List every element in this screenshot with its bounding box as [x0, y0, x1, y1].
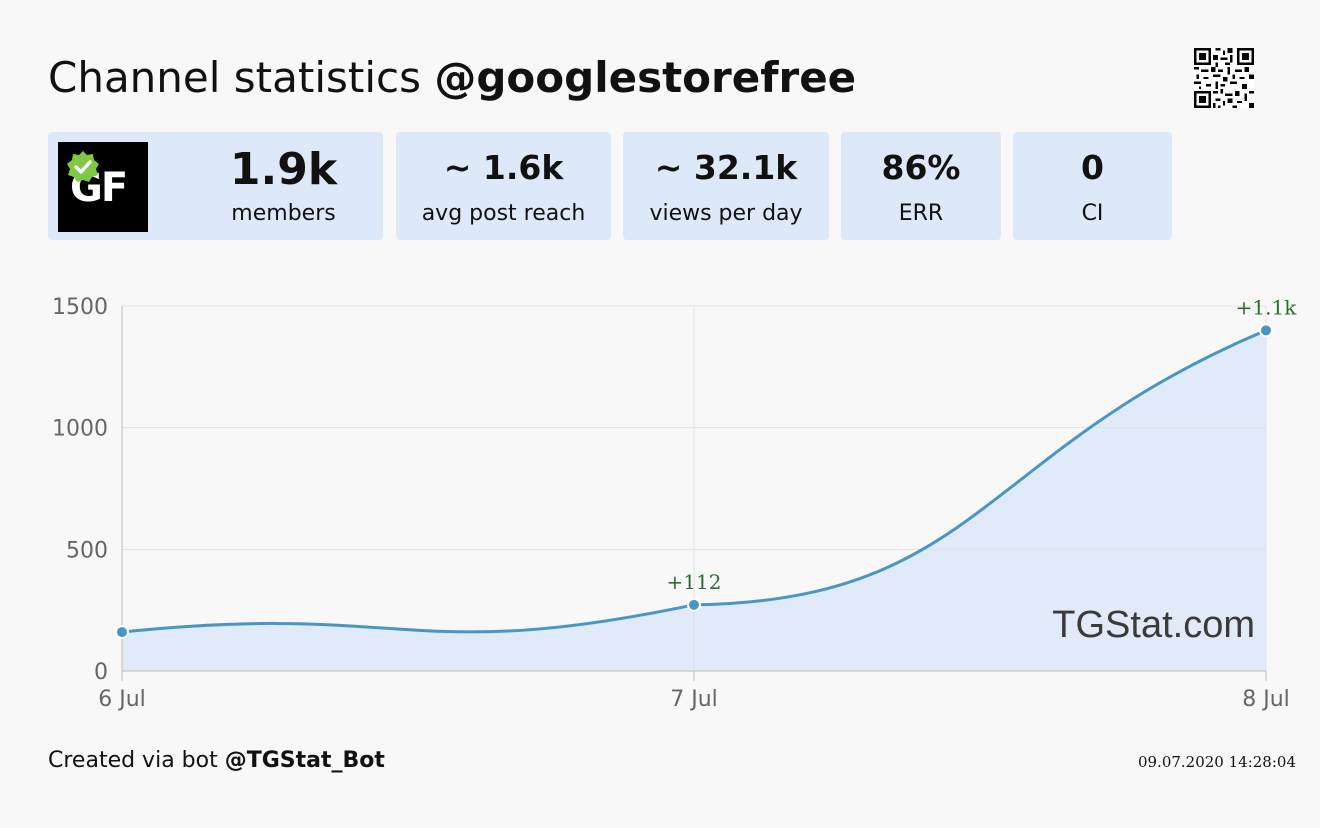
qr-code-icon — [1194, 48, 1254, 108]
y-tick-label: 0 — [94, 660, 108, 685]
series-area — [122, 330, 1266, 671]
reach-value: ~ 1.6k — [443, 148, 564, 187]
watermark: TGStat.com — [1052, 604, 1255, 646]
views-value: ~ 32.1k — [654, 148, 798, 187]
data-label: +112 — [667, 570, 722, 594]
data-point — [115, 625, 129, 640]
views-card: ~ 32.1k views per day — [623, 132, 829, 240]
members-label: members — [231, 201, 336, 226]
timestamp: 09.07.2020 14:28:04 — [1137, 753, 1296, 771]
y-tick-label: 500 — [66, 538, 108, 563]
ci-value: 0 — [1081, 148, 1104, 187]
y-tick-label: 1500 — [52, 295, 108, 320]
members-chart: 0 500 1000 1500 6 Jul 7 Jul 8 Jul TGStat.com +11… — [52, 295, 1298, 712]
x-tick-label: 6 Jul — [98, 687, 146, 712]
x-tick-label: 8 Jul — [1242, 687, 1290, 712]
verified-badge-icon — [67, 151, 99, 182]
data-label: +1.1k — [1236, 295, 1298, 319]
ci-card: 0 CI — [1013, 132, 1172, 240]
y-tick-label: 1000 — [52, 417, 108, 442]
channel-handle[interactable]: @googlestorefree — [434, 53, 857, 102]
bot-link[interactable]: @TGStat_Bot — [224, 748, 385, 773]
data-point — [687, 597, 701, 612]
err-label: ERR — [898, 201, 944, 226]
err-value: 86% — [881, 148, 961, 187]
created-prefix: Created via bot — [48, 748, 218, 773]
views-label: views per day — [649, 201, 803, 226]
ci-label: CI — [1081, 201, 1104, 226]
reach-label: avg post reach — [421, 201, 586, 226]
err-card: 86% ERR — [841, 132, 1001, 240]
reach-card: ~ 1.6k avg post reach — [396, 132, 611, 240]
members-card: GF 1.9k members — [48, 132, 383, 240]
created-via-note: Created via bot @TGStat_Bot — [48, 746, 385, 776]
title-prefix: Channel statistics — [48, 53, 421, 102]
data-point — [1259, 323, 1273, 338]
channel-avatar: GF — [58, 142, 148, 232]
page-title: Channel statistics @googlestorefree — [48, 50, 856, 106]
members-value: 1.9k — [229, 144, 338, 195]
x-tick-label: 7 Jul — [670, 687, 718, 712]
